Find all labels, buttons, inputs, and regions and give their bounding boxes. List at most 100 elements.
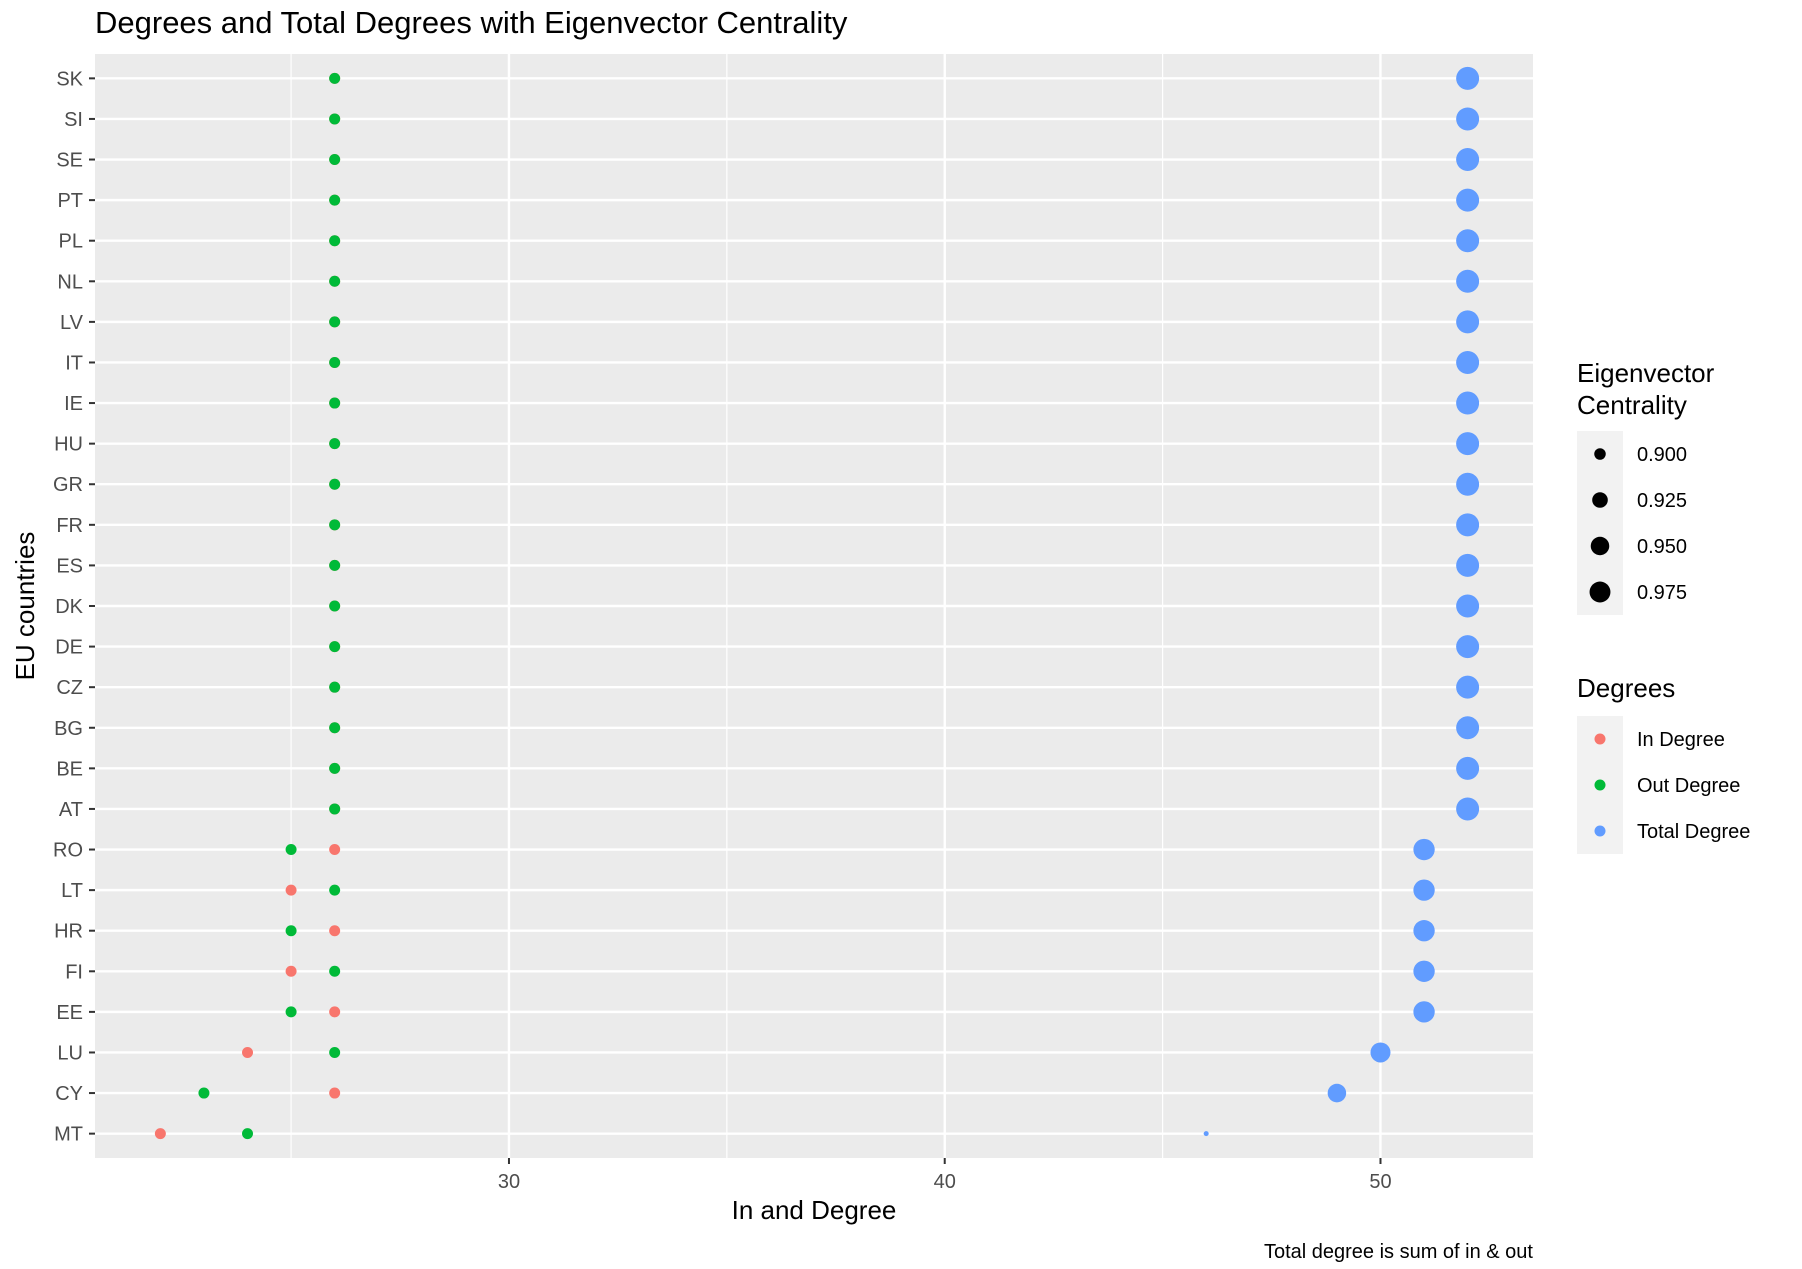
y-tick-label: AT bbox=[59, 799, 83, 821]
total-degree-point bbox=[1456, 675, 1480, 699]
size-legend-title-line-1: Eigenvector bbox=[1577, 358, 1715, 388]
y-tick-label: MT bbox=[54, 1124, 83, 1146]
total-degree-point bbox=[1413, 838, 1435, 861]
in-degree-point bbox=[329, 844, 341, 856]
total-degree-point bbox=[1456, 716, 1480, 740]
out-degree-point bbox=[329, 438, 341, 450]
y-axis: MT CY LU EE FI HR LT RO AT BE BG CZ DE DK ES FR GR HU IE IT… bbox=[53, 68, 95, 1146]
y-tick-label: SI bbox=[64, 109, 83, 131]
out-degree-point bbox=[329, 194, 341, 206]
total-degree-point bbox=[1413, 960, 1435, 982]
in-degree-point bbox=[285, 884, 297, 896]
total-degree-point bbox=[1413, 879, 1435, 901]
y-tick-label: HU bbox=[54, 434, 83, 456]
total-degree-point bbox=[1456, 594, 1480, 618]
total-degree-point bbox=[1456, 107, 1480, 131]
in-degree-point bbox=[285, 965, 297, 977]
in-degree-point bbox=[329, 1087, 341, 1099]
color-legend-title: Degrees bbox=[1577, 673, 1675, 703]
y-tick-label: IE bbox=[64, 393, 83, 415]
size-legend-title-line-2: Centrality bbox=[1577, 390, 1687, 420]
y-tick-label: LV bbox=[60, 312, 84, 334]
out-degree-point bbox=[329, 559, 341, 571]
out-degree-point bbox=[329, 478, 341, 490]
total-degree-point bbox=[1456, 310, 1480, 334]
out-degree-point bbox=[329, 762, 341, 774]
out-degree-point bbox=[329, 275, 341, 287]
y-tick-label: ES bbox=[56, 555, 83, 577]
total-degree-point bbox=[1456, 229, 1480, 253]
total-degree-point bbox=[1327, 1083, 1347, 1103]
total-degree-point bbox=[1456, 635, 1480, 659]
out-degree-point bbox=[285, 925, 297, 937]
y-tick-label: NL bbox=[57, 271, 83, 293]
y-tick-label: CZ bbox=[56, 677, 83, 699]
out-degree-point bbox=[285, 1006, 297, 1018]
out-degree-point bbox=[329, 113, 341, 125]
out-degree-point bbox=[329, 641, 341, 653]
x-axis: 30 40 50 bbox=[498, 1158, 1392, 1193]
in-degree-point bbox=[242, 1046, 254, 1058]
size-legend-key bbox=[1594, 448, 1606, 460]
total-degree-point bbox=[1456, 188, 1480, 212]
out-degree-point bbox=[329, 600, 341, 612]
size-legend-label: 0.900 bbox=[1637, 444, 1687, 466]
y-tick-label: BE bbox=[56, 758, 83, 780]
caption: Total degree is sum of in & out bbox=[1264, 1241, 1533, 1263]
out-degree-point bbox=[329, 519, 341, 531]
size-legend-key bbox=[1589, 581, 1611, 603]
y-tick-label: FI bbox=[65, 961, 83, 983]
total-degree-point bbox=[1203, 1131, 1209, 1137]
color-legend-label: Out Degree bbox=[1637, 775, 1740, 797]
y-tick-label: EE bbox=[56, 1002, 83, 1024]
y-tick-label: DE bbox=[55, 637, 83, 659]
y-tick-label: SK bbox=[56, 68, 83, 90]
total-degree-point bbox=[1456, 148, 1480, 172]
color-legend-key bbox=[1594, 779, 1606, 791]
total-degree-point bbox=[1456, 66, 1480, 90]
color-legend-key bbox=[1594, 825, 1606, 837]
out-degree-point bbox=[329, 72, 341, 84]
total-degree-point bbox=[1456, 797, 1480, 821]
y-tick-label: GR bbox=[53, 474, 83, 496]
y-axis-label: EU countries bbox=[10, 532, 40, 681]
color-legend-label: In Degree bbox=[1637, 729, 1725, 751]
out-degree-point bbox=[329, 803, 341, 815]
data-points bbox=[154, 66, 1480, 1140]
out-degree-point bbox=[242, 1128, 254, 1140]
out-degree-point bbox=[329, 316, 341, 328]
total-degree-point bbox=[1456, 472, 1480, 496]
out-degree-point bbox=[285, 844, 297, 856]
in-degree-point bbox=[154, 1128, 166, 1140]
size-legend-key bbox=[1590, 536, 1610, 556]
total-degree-point bbox=[1413, 1001, 1435, 1023]
y-tick-label: BG bbox=[54, 718, 83, 740]
y-tick-label: LU bbox=[57, 1042, 83, 1064]
out-degree-point bbox=[198, 1087, 210, 1099]
out-degree-point bbox=[329, 397, 341, 409]
y-tick-label: FR bbox=[56, 515, 83, 537]
y-tick-label: PL bbox=[59, 231, 83, 253]
total-degree-point bbox=[1456, 513, 1480, 537]
x-tick-label: 30 bbox=[498, 1171, 520, 1193]
y-tick-label: PT bbox=[57, 190, 83, 212]
out-degree-point bbox=[329, 1046, 341, 1058]
x-tick-label: 50 bbox=[1369, 1171, 1391, 1193]
size-legend-label: 0.925 bbox=[1637, 490, 1687, 512]
size-legend: Eigenvector Centrality 0.900 0.925 0.950 0.… bbox=[1577, 358, 1715, 615]
color-legend-key bbox=[1594, 733, 1606, 745]
color-legend: Degrees In Degree Out Degree Total Degree bbox=[1577, 673, 1750, 854]
in-degree-point bbox=[329, 925, 341, 937]
total-degree-point bbox=[1413, 920, 1435, 942]
out-degree-point bbox=[329, 154, 341, 166]
size-legend-label: 0.975 bbox=[1637, 582, 1687, 604]
y-tick-label: RO bbox=[53, 840, 83, 862]
size-legend-label: 0.950 bbox=[1637, 536, 1687, 558]
in-degree-point bbox=[329, 1006, 341, 1018]
total-degree-point bbox=[1456, 350, 1480, 374]
out-degree-point bbox=[329, 681, 341, 693]
out-degree-point bbox=[329, 235, 341, 247]
color-legend-label: Total Degree bbox=[1637, 821, 1750, 843]
